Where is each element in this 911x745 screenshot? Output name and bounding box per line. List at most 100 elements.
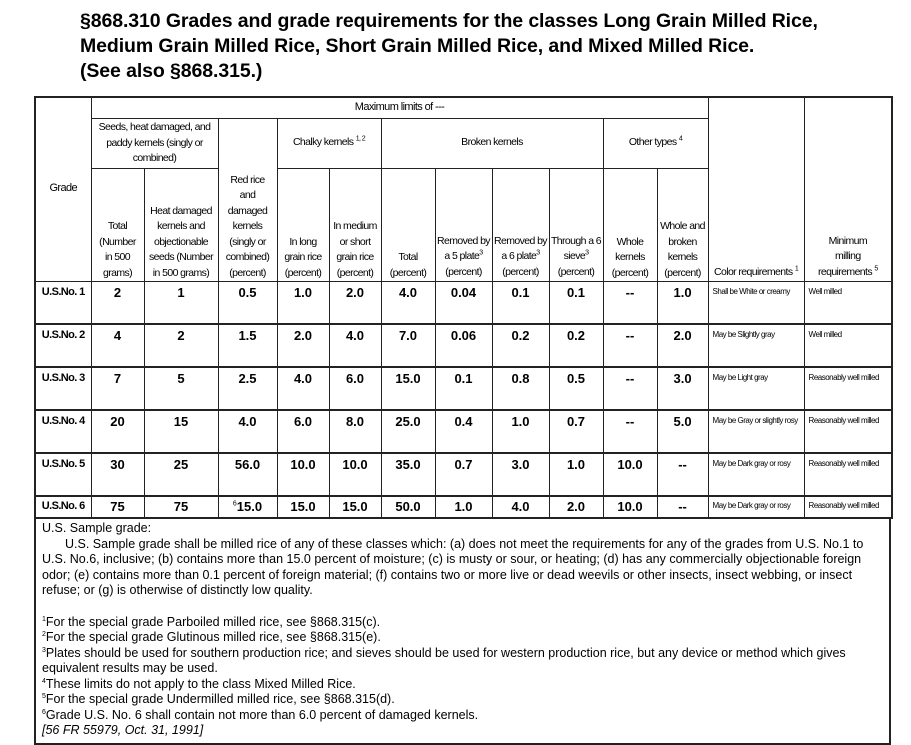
citation: [56 FR 55979, Oct. 31, 1991]: [42, 723, 204, 737]
color-header-text: Color requirements: [713, 265, 793, 278]
value-cell: 1.0: [434, 495, 493, 519]
page-title: §868.310 Grades and grade requirements f…: [80, 9, 911, 84]
chalky-medium-header: In medium or short grain rice (percent): [328, 168, 382, 282]
footnote-text: Plates should be used for southern produ…: [42, 645, 846, 676]
removed-6-plate-header: Removed by a 6 plate3 (percent): [491, 168, 550, 282]
table-row: U.S.No. 4 20 15 4.0 6.0 8.0 25.0 0.4 1.0 0.7 -- 5.0…: [34, 409, 893, 454]
removed-5-plate-header: Removed by a 5 plate3 (percent): [434, 168, 493, 282]
value-cell: 15.0: [328, 495, 382, 519]
footnote-text: For the special grade Undermilled milled…: [45, 692, 395, 706]
color-requirement-cell: Shall be White or creamy: [707, 281, 805, 325]
milling-requirement-cell: Reasonably well milled: [803, 409, 893, 454]
whole-broken-header: Whole and broken kernels (percent): [656, 168, 709, 282]
value-cell: 8.0: [328, 409, 382, 454]
footnote-marker: 2: [42, 630, 46, 638]
color-requirement-cell: May be Dark gray or rosy: [707, 452, 805, 497]
value-cell: 10.0: [328, 452, 382, 497]
value-cell: 15.0: [276, 495, 330, 519]
color-header: Color requirements 1: [707, 96, 805, 282]
table-body: U.S.No. 1 2 1 0.5 1.0 2.0 4.0 0.04 0.1 0.1 -- 1.0 Sh…: [34, 281, 893, 519]
value-cell: 1.5: [217, 323, 278, 368]
header-text: Removed by a 6 plate: [494, 234, 548, 263]
color-requirement-cell: May be Light gray: [707, 366, 805, 411]
header-unit: (percent): [502, 265, 539, 278]
chalky-group-header: Chalky kernels 1, 2: [276, 118, 382, 169]
value-cell: 2.5: [217, 366, 278, 411]
value-cell: 56.0: [217, 452, 278, 497]
footnote-text: For the special grade Parboiled milled r…: [45, 614, 381, 629]
color-requirement-cell: May be Dark gray or rosy: [707, 495, 805, 519]
value-cell: 0.7: [434, 452, 493, 497]
footnote-ref: 1, 2: [355, 135, 366, 143]
footnote-ref: 3: [536, 249, 540, 257]
footnote-text: These limits do not apply to the class M…: [45, 676, 356, 691]
color-requirement-cell: May be Gray or slightly rosy: [707, 409, 805, 454]
footnote-marker: 1: [42, 615, 46, 623]
value-cell: 7: [90, 366, 145, 411]
table-row: U.S.No. 2 4 2 1.5 2.0 4.0 7.0 0.06 0.2 0.2 -- 2.0 Ma…: [34, 323, 893, 368]
red-rice-header: Red rice and damaged kernels (singly or …: [217, 118, 278, 282]
value-cell: 2.0: [548, 495, 604, 519]
value-cell: 7.0: [380, 323, 436, 368]
value-cell: 35.0: [380, 452, 436, 497]
value-cell: 0.1: [491, 281, 550, 325]
footnote-ref: 4: [678, 135, 683, 143]
milling-header-text: Minimum milling requirements: [817, 234, 873, 278]
table-row: U.S.No. 5 30 25 56.0 10.0 10.0 35.0 0.7 3.0 1.0 10…: [34, 452, 893, 497]
header-unit: (percent): [445, 265, 482, 278]
value-cell: 2.0: [656, 323, 709, 368]
footnote: 3Plates should be used for southern prod…: [42, 646, 883, 677]
value-cell: 0.8: [491, 366, 550, 411]
value-cell: 1.0: [548, 452, 604, 497]
header-text: Removed by a 5 plate: [437, 234, 491, 263]
value-cell: 2: [90, 281, 145, 325]
value-text: 15.0: [236, 499, 263, 514]
broken-group-header: Broken kernels: [380, 118, 604, 169]
grade-cell: U.S.No. 4: [34, 409, 92, 454]
footnote: 5For the special grade Undermilled mille…: [42, 692, 883, 708]
value-cell: 75: [90, 495, 145, 519]
milling-requirement-cell: Reasonably well milled: [803, 366, 893, 411]
footnote-ref: 5: [874, 265, 878, 272]
value-cell: 25: [143, 452, 219, 497]
value-cell: 2: [143, 323, 219, 368]
sample-grade-text: U.S. Sample grade shall be milled rice o…: [42, 536, 864, 598]
value-cell: 4: [90, 323, 145, 368]
whole-kernels-header: Whole kernels (percent): [602, 168, 658, 282]
value-cell: 5: [143, 366, 219, 411]
footnote-ref: 1: [794, 265, 799, 272]
value-cell: 15.0: [380, 366, 436, 411]
value-cell: 4.0: [217, 409, 278, 454]
milling-requirement-cell: Reasonably well milled: [803, 495, 893, 519]
footnote-ref: 6: [232, 500, 237, 508]
broken-total-header: Total (percent): [380, 168, 436, 282]
table-row: U.S.No. 6 75 75 615.0 15.0 15.0 50.0 1.0 4.0 2.0 1…: [34, 495, 893, 519]
value-cell: 3.0: [656, 366, 709, 411]
title-line: §868.310 Grades and grade requirements f…: [80, 10, 818, 32]
grade-cell: U.S.No. 2: [34, 323, 92, 368]
value-cell: 4.0: [328, 323, 382, 368]
footnote-marker: 6: [42, 708, 46, 716]
value-cell: 10.0: [602, 452, 658, 497]
footnote-text: Grade U.S. No. 6 shall contain not more …: [45, 707, 479, 722]
sample-grade-heading: U.S. Sample grade:: [42, 521, 152, 535]
other-types-text: Other types: [628, 136, 677, 149]
value-cell: 25.0: [380, 409, 436, 454]
header-unit: (percent): [557, 265, 595, 278]
value-cell: 30: [90, 452, 145, 497]
value-cell: 2.0: [276, 323, 330, 368]
milling-requirement-cell: Well milled: [803, 323, 893, 368]
through-6-sieve-header: Through a 6 sieve3 (percent): [548, 168, 604, 282]
chalky-text: Chalky kernels: [292, 136, 354, 149]
heat-damaged-header: Heat damaged kernels and objectionable s…: [143, 168, 219, 282]
other-types-header: Other types 4: [602, 118, 709, 169]
footnote: 6Grade U.S. No. 6 shall contain not more…: [42, 708, 883, 724]
value-cell: --: [602, 281, 658, 325]
title-line: (See also §868.315.): [80, 60, 263, 82]
value-cell: --: [656, 452, 709, 497]
value-cell: 6.0: [276, 409, 330, 454]
milling-requirement-cell: Well milled: [803, 281, 893, 325]
value-cell: 1.0: [276, 281, 330, 325]
value-cell: --: [656, 495, 709, 519]
